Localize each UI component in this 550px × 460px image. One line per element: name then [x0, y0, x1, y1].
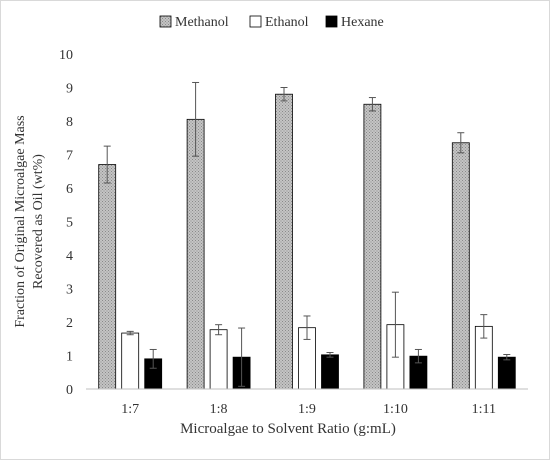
- y-tick-label: 0: [66, 383, 73, 398]
- x-tick-label: 1:10: [383, 402, 408, 417]
- bars: [98, 81, 516, 390]
- error-bar: [238, 327, 246, 387]
- error-bar: [368, 97, 376, 112]
- error-bar: [215, 324, 223, 336]
- y-tick-label: 7: [66, 149, 73, 164]
- y-axis-ticks: 0 1 2 3 4 5 6 7 8 9 10: [59, 48, 73, 398]
- y-tick-label: 3: [66, 283, 73, 298]
- error-bar: [414, 348, 422, 364]
- legend-label: Ethanol: [265, 15, 309, 30]
- y-tick-label: 1: [66, 350, 73, 365]
- legend-item-ethanol: Ethanol: [249, 15, 309, 30]
- legend-swatch: [325, 15, 338, 28]
- y-axis-title-line: Recovered as Oil (wt%): [31, 154, 46, 289]
- error-bar: [391, 291, 399, 358]
- y-tick-label: 6: [66, 182, 73, 197]
- y-tick-label: 5: [66, 216, 73, 231]
- error-bar: [280, 87, 288, 102]
- bar-methanol: [98, 164, 117, 390]
- x-tick-label: 1:11: [472, 402, 496, 417]
- y-tick-label: 9: [66, 82, 73, 97]
- y-tick-label: 4: [66, 249, 73, 264]
- y-tick-label: 10: [59, 48, 73, 63]
- bar-methanol: [451, 142, 470, 390]
- legend-swatch: [249, 15, 262, 28]
- error-bar: [192, 81, 200, 157]
- error-bar: [126, 330, 134, 336]
- error-bar: [480, 314, 488, 339]
- legend-swatch: [159, 15, 172, 28]
- error-bar: [149, 348, 157, 369]
- error-bar: [457, 132, 465, 154]
- y-axis-title: Fraction of Original Microalgae Mass Reco…: [13, 115, 46, 327]
- legend-label: Hexane: [341, 15, 384, 30]
- y-axis-title-line: Fraction of Original Microalgae Mass: [13, 115, 28, 327]
- error-bar: [326, 351, 334, 358]
- bar-methanol: [186, 118, 205, 390]
- error-bar: [303, 315, 311, 340]
- x-axis-title: Microalgae to Solvent Ratio (g:mL): [180, 421, 396, 437]
- y-tick-label: 8: [66, 115, 73, 130]
- bar-methanol: [275, 93, 293, 390]
- error-bar: [103, 145, 111, 184]
- x-tick-label: 1:7: [121, 402, 139, 417]
- bar-ethanol: [121, 332, 140, 390]
- legend-item-methanol: Methanol: [159, 15, 229, 30]
- bar-hexane: [497, 356, 516, 390]
- x-tick-label: 1:8: [210, 402, 228, 417]
- bar-ethanol: [209, 329, 228, 390]
- legend: Methanol Ethanol Hexane: [159, 15, 384, 30]
- error-bar: [503, 353, 511, 361]
- bar-hexane: [321, 354, 339, 390]
- legend-label: Methanol: [175, 15, 229, 30]
- x-axis-ticks: 1:7 1:8 1:9 1:10 1:11: [121, 402, 496, 417]
- x-tick-label: 1:9: [298, 402, 316, 417]
- legend-item-hexane: Hexane: [325, 15, 384, 30]
- bar-methanol: [363, 103, 382, 390]
- y-tick-label: 2: [66, 316, 73, 331]
